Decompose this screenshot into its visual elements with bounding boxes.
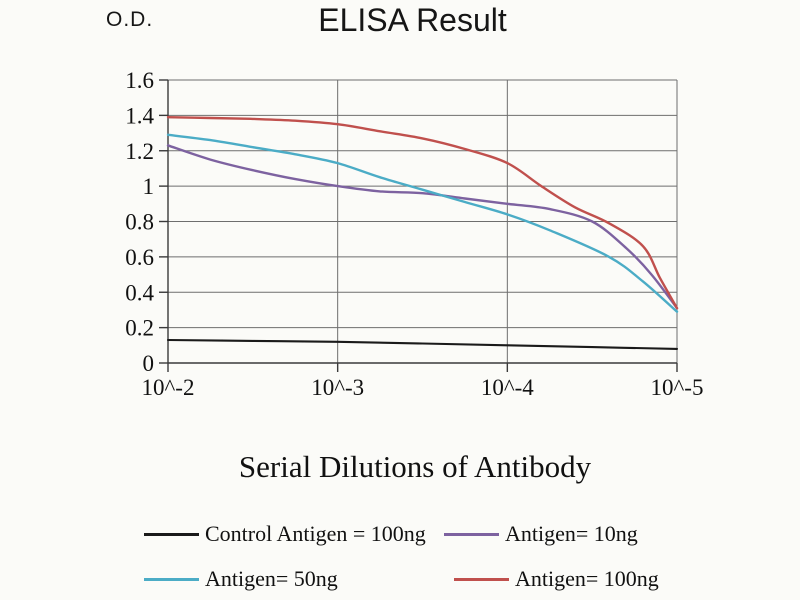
x-tick-label: 10^-2 <box>142 375 195 400</box>
y-tick-label: 1.2 <box>125 139 154 164</box>
y-axis-title: O.D. <box>106 8 154 31</box>
x-tick-label: 10^-5 <box>651 375 704 400</box>
y-tick-label: 1.6 <box>125 68 154 93</box>
y-tick-label: 1.4 <box>125 103 154 128</box>
y-tick-label: 1 <box>143 174 155 199</box>
x-tick-label: 10^-4 <box>481 375 534 400</box>
series-line-1 <box>166 144 679 310</box>
x-tick-label: 10^-3 <box>311 375 364 400</box>
y-tick-label: 0.6 <box>125 245 154 270</box>
y-tick-label: 0 <box>143 351 155 376</box>
x-axis-title: Serial Dilutions of Antibody <box>238 449 592 484</box>
y-tick-label: 0.2 <box>125 316 154 341</box>
chart-title: ELISA Result <box>318 2 507 38</box>
series-line-0 <box>166 338 679 350</box>
y-tick-label: 0.4 <box>125 280 154 305</box>
series-line-3 <box>166 115 679 310</box>
series-line-2 <box>166 133 679 313</box>
y-tick-label: 0.8 <box>125 210 154 235</box>
